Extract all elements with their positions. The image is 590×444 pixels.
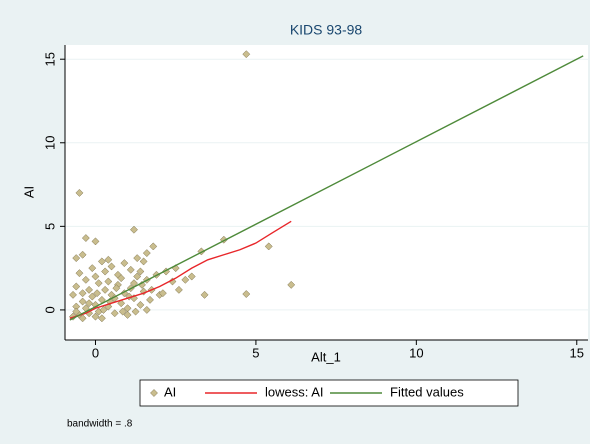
legend-label: Fitted values [390,384,464,399]
line [69,55,584,321]
point [93,289,102,298]
y-axis-title: AI [21,186,36,198]
point [131,307,140,316]
point [120,289,129,298]
y-tick-label: 5 [42,223,57,230]
point [88,292,97,301]
x-tick-label: 5 [252,345,259,360]
point [78,314,87,323]
point [120,259,129,268]
point [242,290,251,298]
point [78,250,87,259]
point [104,255,113,264]
point [110,309,119,318]
point [107,262,116,271]
point [174,285,183,294]
y-tick-label: 15 [42,52,57,66]
point [139,257,148,266]
point [125,292,134,301]
point [200,290,209,299]
point [94,279,103,288]
point [97,314,106,323]
x-tick-label: 0 [92,345,99,360]
point [91,272,100,281]
point [78,289,87,298]
point [117,274,126,283]
point [136,300,145,309]
point [133,272,142,281]
point [88,264,97,273]
point [187,272,196,281]
note: bandwidth = .8 [67,419,133,430]
point [112,284,121,293]
point [69,290,77,299]
point [104,277,113,286]
point [101,285,110,294]
point [142,305,151,314]
x-tick-label: 15 [570,345,584,360]
point [158,289,167,298]
y-tick-label: 10 [42,136,57,150]
point [118,307,127,316]
point [130,225,138,234]
point [142,249,151,258]
point [75,188,84,197]
plot-area [65,45,588,340]
point [117,299,126,308]
point [75,269,84,278]
point [99,305,108,314]
y-tick-label: 0 [42,306,57,313]
point [72,307,81,316]
point [287,280,296,289]
line [69,220,292,319]
point [101,267,110,276]
point [72,282,81,291]
point [91,237,100,246]
point [78,297,87,306]
point [126,265,135,274]
x-axis-title: Alt_1 [311,349,341,364]
point [242,50,251,59]
point [85,299,94,308]
point [123,310,132,319]
x-tick-label: 10 [409,345,423,360]
legend-label: lowess: AI [265,384,324,399]
point [72,254,81,263]
point [136,267,145,276]
point [133,254,142,263]
point [91,312,100,321]
point [97,257,106,266]
legend [139,379,519,407]
point [264,242,273,251]
point [85,285,94,294]
chart-title: KIDS 93-98 [290,22,363,38]
legend-symbol [150,389,158,397]
legend-label: AI [164,384,176,399]
point [149,242,158,251]
point [81,275,90,284]
point [181,275,190,284]
point [81,234,90,242]
point [146,295,154,304]
